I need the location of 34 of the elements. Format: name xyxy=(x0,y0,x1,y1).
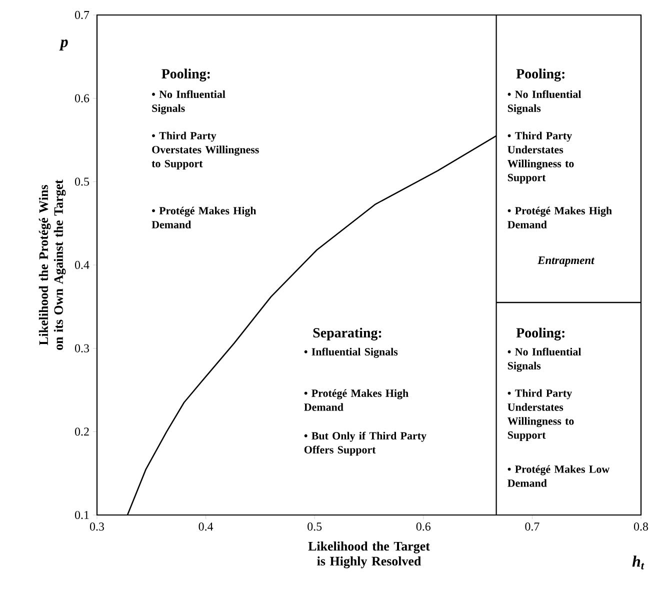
annotation: Pooling: xyxy=(162,68,210,82)
text: h$_{t}$ xyxy=(632,556,644,570)
annotation: • Third Party Understates Willingness to Support xyxy=(508,132,574,184)
annotation: • Protégé Makes Low Demand xyxy=(508,465,610,487)
x-tick-label: 0.3 xyxy=(90,522,104,531)
annotation: • No Influential Signals xyxy=(508,90,582,114)
annotation: • Third Party Understates Willingness to Support xyxy=(508,389,574,441)
y-tick-label: 0.2 xyxy=(74,428,89,436)
y-axis-title: Likelihood the Protégé Wins on its Own Against the Target xyxy=(38,180,66,350)
annotation: • No Influential Signals xyxy=(508,348,582,372)
annotation: • Protégé Makes High Demand xyxy=(508,206,612,228)
annotation: • Protégé Makes High Demand xyxy=(304,389,408,411)
x-tick-label: 0.5 xyxy=(308,522,322,531)
y-tick-label: 0.1 xyxy=(74,510,89,520)
annotation: Entrapment xyxy=(538,256,595,266)
annotation: • Third Party Overstates Willingness to Support xyxy=(152,132,259,170)
annotation: • Protégé Makes High Demand xyxy=(152,206,256,228)
x-axis-title: Likelihood the Target is Highly Resolved xyxy=(308,541,430,568)
y-tick-label: 0.7 xyxy=(74,10,90,20)
y-tick-label: 0.4 xyxy=(74,260,90,270)
y-tick-label: 0.5 xyxy=(74,178,90,186)
x-tick-label: 0.8 xyxy=(634,522,648,531)
y-tick-label: 0.6 xyxy=(74,94,90,102)
x-tick-label: 0.7 xyxy=(525,522,540,531)
annotation: • But Only if Third Party Offers Support xyxy=(304,432,426,456)
annotation: • No Influential Signals xyxy=(152,90,226,114)
annotation: Pooling: xyxy=(516,68,564,82)
x-tick-label: 0.4 xyxy=(198,522,214,531)
annotation: Pooling: xyxy=(516,328,564,340)
y-tick-label: 0.3 xyxy=(74,344,90,352)
annotation: • Influential Signals xyxy=(304,348,398,358)
annotation: Separating: xyxy=(313,328,382,340)
x-tick-label: 0.6 xyxy=(416,522,431,531)
text: p xyxy=(59,40,68,50)
